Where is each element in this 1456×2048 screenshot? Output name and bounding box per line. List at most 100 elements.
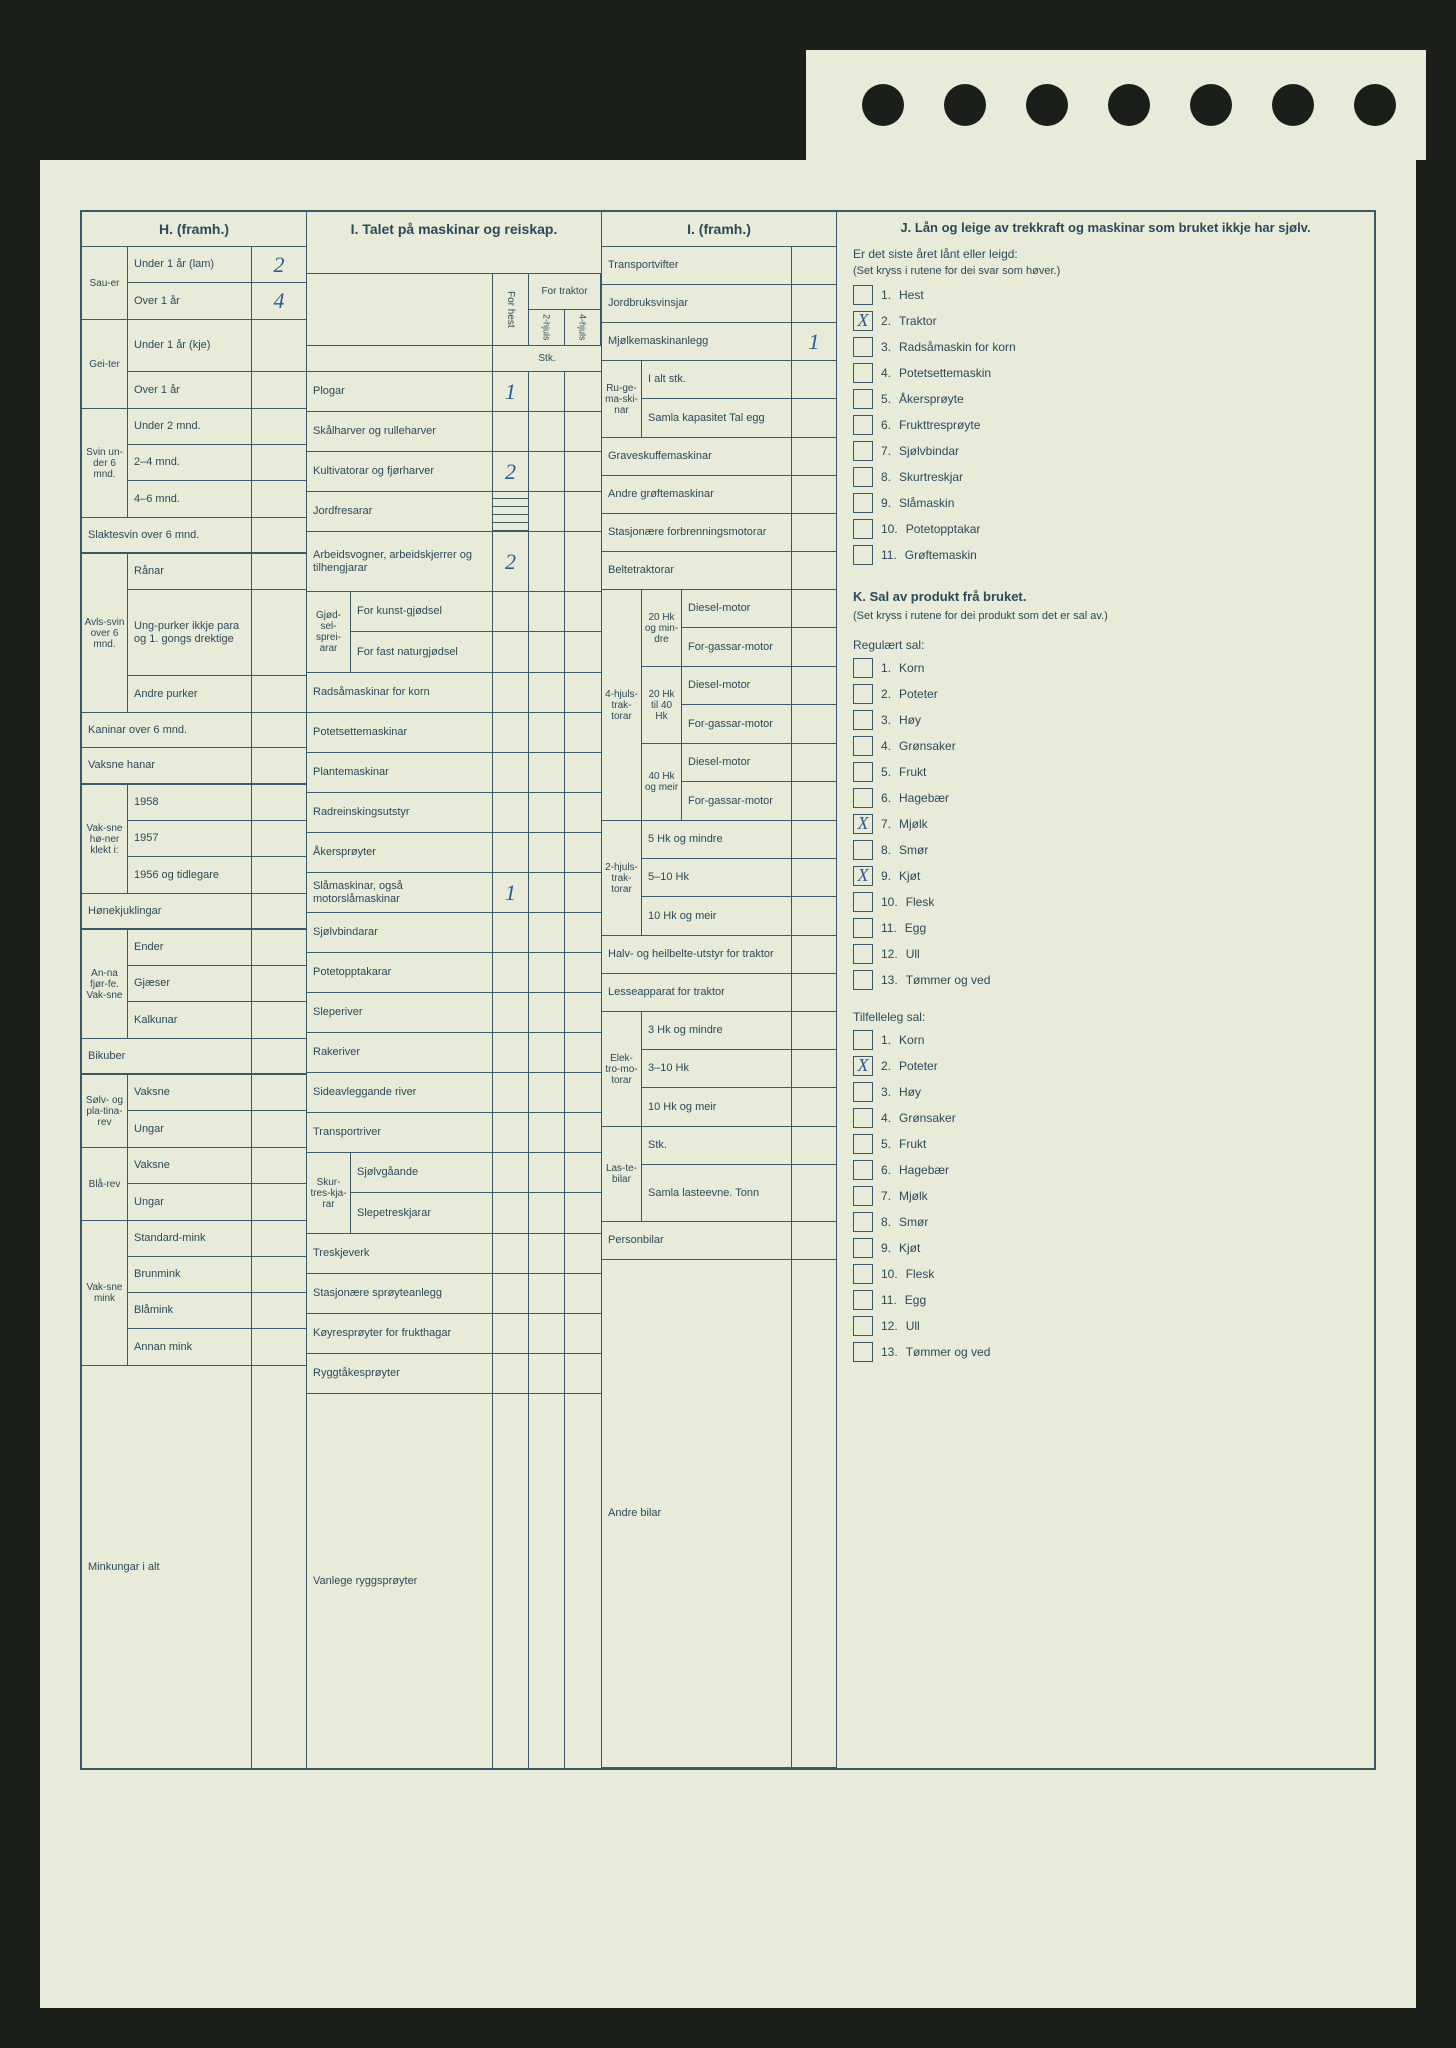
checkbox[interactable]: X <box>853 814 873 834</box>
checkbox[interactable]: X <box>853 1056 873 1076</box>
check-row: 3.Høy <box>853 710 1358 730</box>
checkbox[interactable] <box>853 1316 873 1336</box>
label: Beltetraktorar <box>602 552 792 589</box>
value <box>252 1293 306 1328</box>
checkbox[interactable] <box>853 467 873 487</box>
label: Slaktesvin over 6 mnd. <box>82 518 252 552</box>
item-number: 8. <box>881 843 891 857</box>
checkbox[interactable] <box>853 337 873 357</box>
label: Lesseapparat for traktor <box>602 974 792 1011</box>
label: Over 1 år <box>128 372 252 408</box>
checkbox[interactable] <box>853 892 873 912</box>
check-row: 3.Radsåmaskin for korn <box>853 337 1358 357</box>
checkbox[interactable] <box>853 285 873 305</box>
item-label: Høy <box>899 1085 921 1099</box>
checkbox[interactable] <box>853 1212 873 1232</box>
value: 4 <box>252 283 306 319</box>
check-row: 6.Frukttresprøyte <box>853 415 1358 435</box>
check-row: 9.Slåmaskin <box>853 493 1358 513</box>
punch-hole <box>1272 84 1314 126</box>
label: Potetopptakarar <box>307 953 493 992</box>
checkbox[interactable] <box>853 788 873 808</box>
item-number: 5. <box>881 1137 891 1151</box>
item-number: 1. <box>881 661 891 675</box>
label: Brunmink <box>128 1257 252 1292</box>
item-label: Tømmer og ved <box>906 1345 991 1359</box>
label: Sideavleggande river <box>307 1073 493 1112</box>
label: Jordbruksvinsjar <box>602 285 792 322</box>
checkbox[interactable] <box>853 840 873 860</box>
group-rugemaskinar: Ru-ge-ma-ski-nar <box>602 361 642 437</box>
check-row: 1.Hest <box>853 285 1358 305</box>
checkbox[interactable] <box>853 545 873 565</box>
label: Slåmaskinar, også motorslåmaskinar <box>307 873 493 912</box>
label: Over 1 år <box>128 283 252 319</box>
group-lastebilar: Las-te-bilar <box>602 1127 642 1221</box>
checkbox[interactable] <box>853 1238 873 1258</box>
group-2hjuls: 2-hjuls-trak-torar <box>602 821 642 935</box>
checkbox[interactable] <box>853 918 873 938</box>
label: Jordfresarar <box>307 492 493 531</box>
section-K-note: (Set kryss i rutene for dei produkt som … <box>853 610 1358 622</box>
value <box>252 1148 306 1183</box>
checkbox[interactable] <box>853 1134 873 1154</box>
label: Plantemaskinar <box>307 753 493 792</box>
label: For-gassar-motor <box>682 782 792 820</box>
checkbox[interactable] <box>853 1030 873 1050</box>
label: Køyresprøyter for frukthagar <box>307 1314 493 1353</box>
checkbox[interactable]: X <box>853 311 873 331</box>
checkbox[interactable] <box>853 1264 873 1284</box>
label: Ender <box>128 930 252 965</box>
value: 1 <box>493 873 529 912</box>
checkbox[interactable] <box>853 710 873 730</box>
check-row: 4.Grønsaker <box>853 1108 1358 1128</box>
checkbox[interactable] <box>853 684 873 704</box>
checkbox[interactable] <box>853 415 873 435</box>
checkbox[interactable] <box>853 1108 873 1128</box>
checkbox[interactable] <box>853 762 873 782</box>
value <box>252 966 306 1001</box>
label: Vaksne <box>128 1148 252 1183</box>
label: Åkersprøyter <box>307 833 493 872</box>
checkbox[interactable] <box>853 944 873 964</box>
checkbox[interactable]: X <box>853 866 873 886</box>
checkbox[interactable] <box>853 1186 873 1206</box>
label: Andre grøftemaskinar <box>602 476 792 513</box>
label: Minkungar i alt <box>82 1366 252 1768</box>
punch-hole <box>944 84 986 126</box>
check-row: 4.Potetsettemaskin <box>853 363 1358 383</box>
checkbox[interactable] <box>853 441 873 461</box>
label: 5–10 Hk <box>642 859 792 896</box>
punch-hole <box>1026 84 1068 126</box>
item-label: Åkersprøyte <box>899 392 964 406</box>
checkbox[interactable] <box>853 736 873 756</box>
checkbox[interactable] <box>853 493 873 513</box>
punch-hole <box>1108 84 1150 126</box>
checkbox[interactable] <box>853 1160 873 1180</box>
checkbox[interactable] <box>853 519 873 539</box>
item-label: Skurtreskjar <box>899 470 963 484</box>
label: Stasjonære forbrenningsmotorar <box>602 514 792 551</box>
checkbox[interactable] <box>853 389 873 409</box>
checkbox[interactable] <box>853 970 873 990</box>
checkbox[interactable] <box>853 1290 873 1310</box>
checkbox[interactable] <box>853 1082 873 1102</box>
label: Under 1 år (kje) <box>128 320 252 371</box>
item-label: Smør <box>899 843 928 857</box>
item-number: 8. <box>881 470 891 484</box>
item-label: Frukt <box>899 765 926 779</box>
item-number: 5. <box>881 765 891 779</box>
checkbox[interactable] <box>853 1342 873 1362</box>
label: Rakeriver <box>307 1033 493 1072</box>
group-avlssvin: Avls-svin over 6 mnd. <box>82 554 128 712</box>
checkbox[interactable] <box>853 658 873 678</box>
section-K-title: K. Sal av produkt frå bruket. <box>853 589 1358 604</box>
checkbox[interactable] <box>853 363 873 383</box>
colhead: For hest <box>493 274 529 345</box>
punch-hole <box>1190 84 1232 126</box>
section-Ic-title: I. (framh.) <box>602 212 836 247</box>
section-J-title: J. Lån og leige av trekkraft og maskinar… <box>853 220 1358 237</box>
colhead: 2-hjuls <box>529 310 565 345</box>
form-area: H. (framh.) Sau-er Under 1 år (lam)2 Ove… <box>80 210 1376 1770</box>
item-label: Hagebær <box>899 791 949 805</box>
